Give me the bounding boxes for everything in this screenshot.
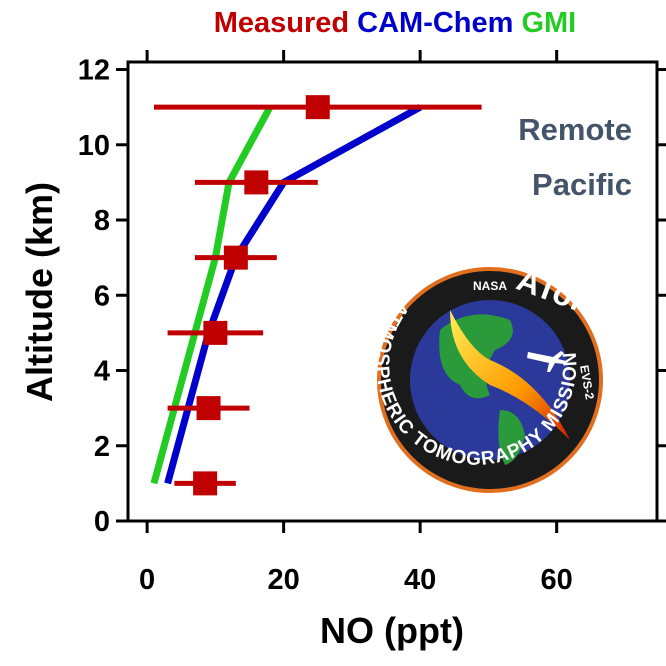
y-axis-title: Altitude (km)	[19, 182, 60, 402]
x-tick-label: 20	[267, 564, 299, 596]
y-tick-label: 10	[78, 130, 110, 162]
marker	[193, 471, 217, 495]
y-tick-label: 12	[78, 55, 110, 87]
legend-entry: CAM-Chem	[357, 7, 513, 39]
profile-line	[154, 107, 270, 483]
annotation: Pacific	[532, 167, 632, 202]
y-tick-label: 6	[94, 280, 110, 312]
y-tick-label: 4	[94, 356, 110, 388]
y-tick-label: 2	[94, 431, 110, 463]
x-tick-label: 0	[139, 564, 155, 596]
legend-entry: Measured	[214, 7, 349, 39]
logo: ATMOSPHERIC TOMOGRAPHY MISSION NASA ATom…	[371, 261, 605, 493]
marker	[244, 170, 268, 194]
annotation: Remote	[518, 112, 632, 147]
marker	[224, 246, 248, 270]
legend-entry: GMI	[521, 7, 576, 39]
x-axis-title: NO (ppt)	[320, 610, 464, 651]
marker	[197, 396, 221, 420]
x-tick-label: 40	[404, 564, 436, 596]
y-tick-label: 0	[94, 506, 110, 538]
x-tick-label: 60	[541, 564, 573, 596]
marker	[203, 321, 227, 345]
marker	[306, 95, 330, 119]
chart: MeasuredCAM-ChemGMI Altitude (km) NO (pp…	[0, 0, 666, 661]
logo-agency: NASA	[473, 279, 507, 293]
y-tick-label: 8	[94, 205, 110, 237]
